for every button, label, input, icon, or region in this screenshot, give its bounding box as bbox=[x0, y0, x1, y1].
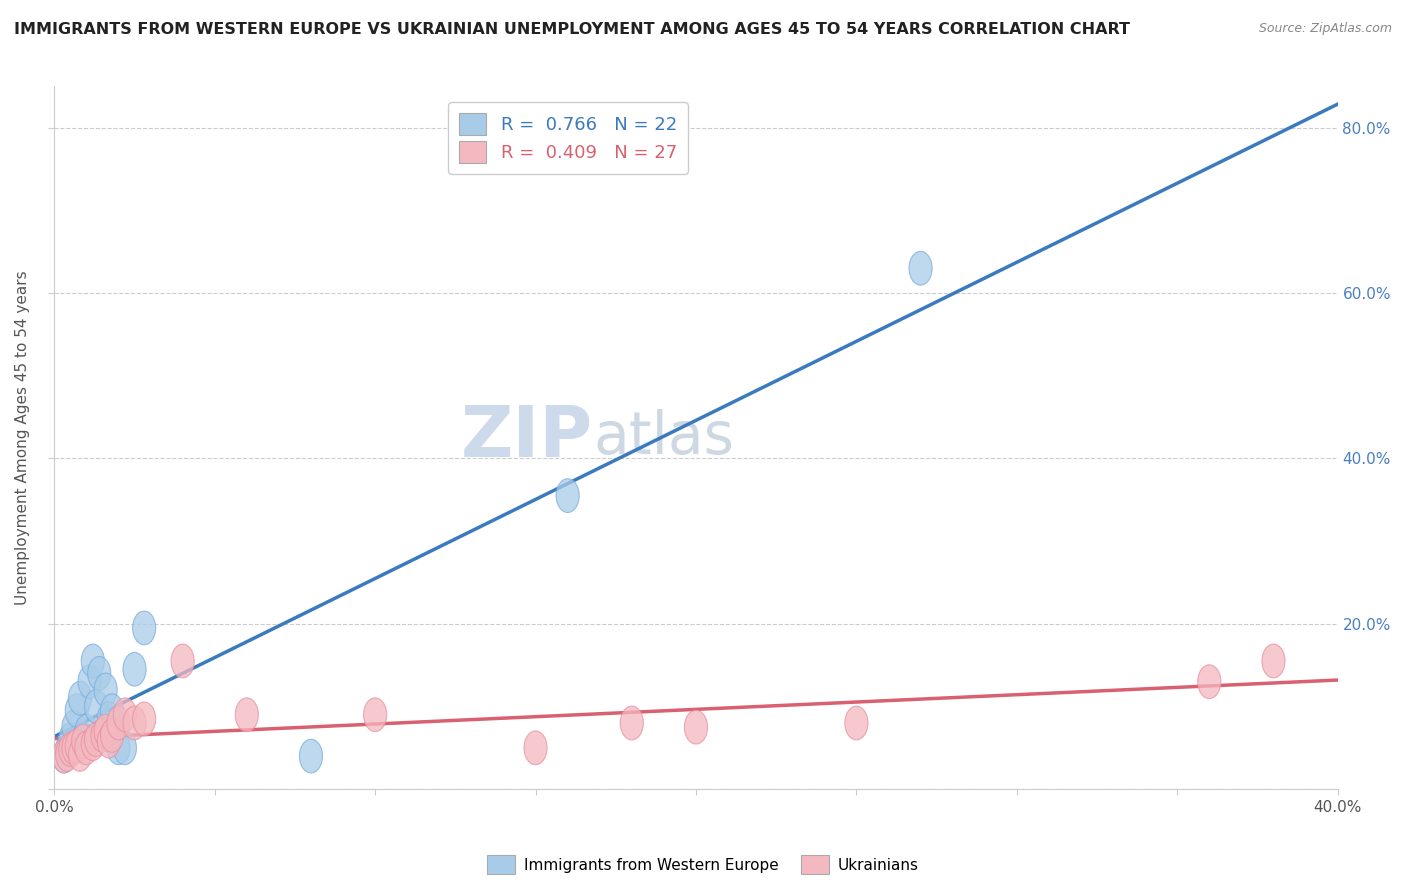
Text: IMMIGRANTS FROM WESTERN EUROPE VS UKRAINIAN UNEMPLOYMENT AMONG AGES 45 TO 54 YEA: IMMIGRANTS FROM WESTERN EUROPE VS UKRAIN… bbox=[14, 22, 1130, 37]
Legend: R =  0.766   N = 22, R =  0.409   N = 27: R = 0.766 N = 22, R = 0.409 N = 27 bbox=[449, 103, 688, 174]
Ellipse shape bbox=[299, 739, 322, 773]
Text: ZIP: ZIP bbox=[461, 403, 593, 472]
Ellipse shape bbox=[94, 673, 117, 706]
Ellipse shape bbox=[52, 739, 76, 773]
Ellipse shape bbox=[56, 738, 79, 772]
Ellipse shape bbox=[100, 719, 124, 752]
Ellipse shape bbox=[364, 698, 387, 731]
Ellipse shape bbox=[685, 710, 707, 744]
Ellipse shape bbox=[87, 657, 111, 690]
Ellipse shape bbox=[72, 723, 94, 756]
Ellipse shape bbox=[79, 665, 101, 698]
Ellipse shape bbox=[52, 739, 76, 773]
Ellipse shape bbox=[84, 723, 108, 756]
Y-axis label: Unemployment Among Ages 45 to 54 years: Unemployment Among Ages 45 to 54 years bbox=[15, 270, 30, 605]
Legend: Immigrants from Western Europe, Ukrainians: Immigrants from Western Europe, Ukrainia… bbox=[481, 849, 925, 880]
Ellipse shape bbox=[107, 731, 129, 764]
Ellipse shape bbox=[172, 644, 194, 678]
Ellipse shape bbox=[97, 702, 121, 736]
Ellipse shape bbox=[59, 732, 82, 766]
Text: Source: ZipAtlas.com: Source: ZipAtlas.com bbox=[1258, 22, 1392, 36]
Ellipse shape bbox=[132, 611, 156, 645]
Ellipse shape bbox=[1263, 644, 1285, 678]
Ellipse shape bbox=[69, 738, 91, 772]
Ellipse shape bbox=[1198, 665, 1220, 698]
Ellipse shape bbox=[132, 702, 156, 736]
Ellipse shape bbox=[100, 694, 124, 728]
Ellipse shape bbox=[82, 727, 104, 761]
Ellipse shape bbox=[122, 706, 146, 739]
Ellipse shape bbox=[75, 731, 98, 764]
Ellipse shape bbox=[114, 698, 136, 731]
Ellipse shape bbox=[910, 252, 932, 285]
Ellipse shape bbox=[69, 681, 91, 715]
Ellipse shape bbox=[82, 644, 104, 678]
Ellipse shape bbox=[65, 694, 89, 728]
Ellipse shape bbox=[59, 723, 82, 756]
Ellipse shape bbox=[114, 731, 136, 764]
Ellipse shape bbox=[65, 730, 89, 763]
Ellipse shape bbox=[94, 714, 117, 748]
Ellipse shape bbox=[107, 706, 129, 739]
Ellipse shape bbox=[91, 719, 114, 752]
Ellipse shape bbox=[122, 652, 146, 686]
Ellipse shape bbox=[75, 714, 98, 748]
Ellipse shape bbox=[524, 731, 547, 764]
Ellipse shape bbox=[56, 732, 79, 766]
Ellipse shape bbox=[62, 731, 86, 764]
Ellipse shape bbox=[845, 706, 868, 739]
Ellipse shape bbox=[62, 710, 86, 744]
Ellipse shape bbox=[97, 724, 121, 758]
Text: atlas: atlas bbox=[593, 409, 734, 467]
Ellipse shape bbox=[72, 724, 94, 758]
Ellipse shape bbox=[84, 690, 108, 723]
Ellipse shape bbox=[557, 479, 579, 513]
Ellipse shape bbox=[235, 698, 259, 731]
Ellipse shape bbox=[620, 706, 644, 739]
